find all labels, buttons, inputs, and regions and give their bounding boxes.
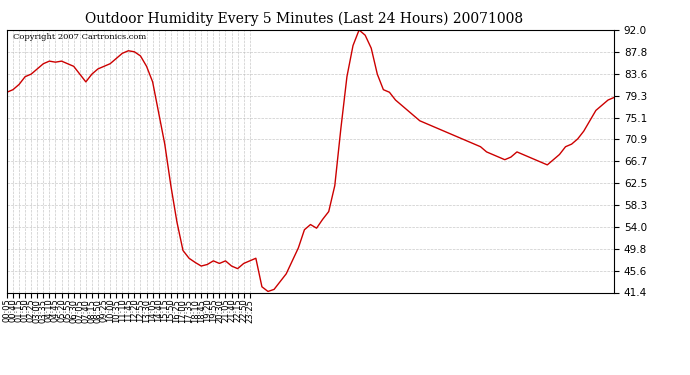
Text: Copyright 2007 Cartronics.com: Copyright 2007 Cartronics.com [13,33,146,40]
Text: Outdoor Humidity Every 5 Minutes (Last 24 Hours) 20071008: Outdoor Humidity Every 5 Minutes (Last 2… [85,11,522,26]
